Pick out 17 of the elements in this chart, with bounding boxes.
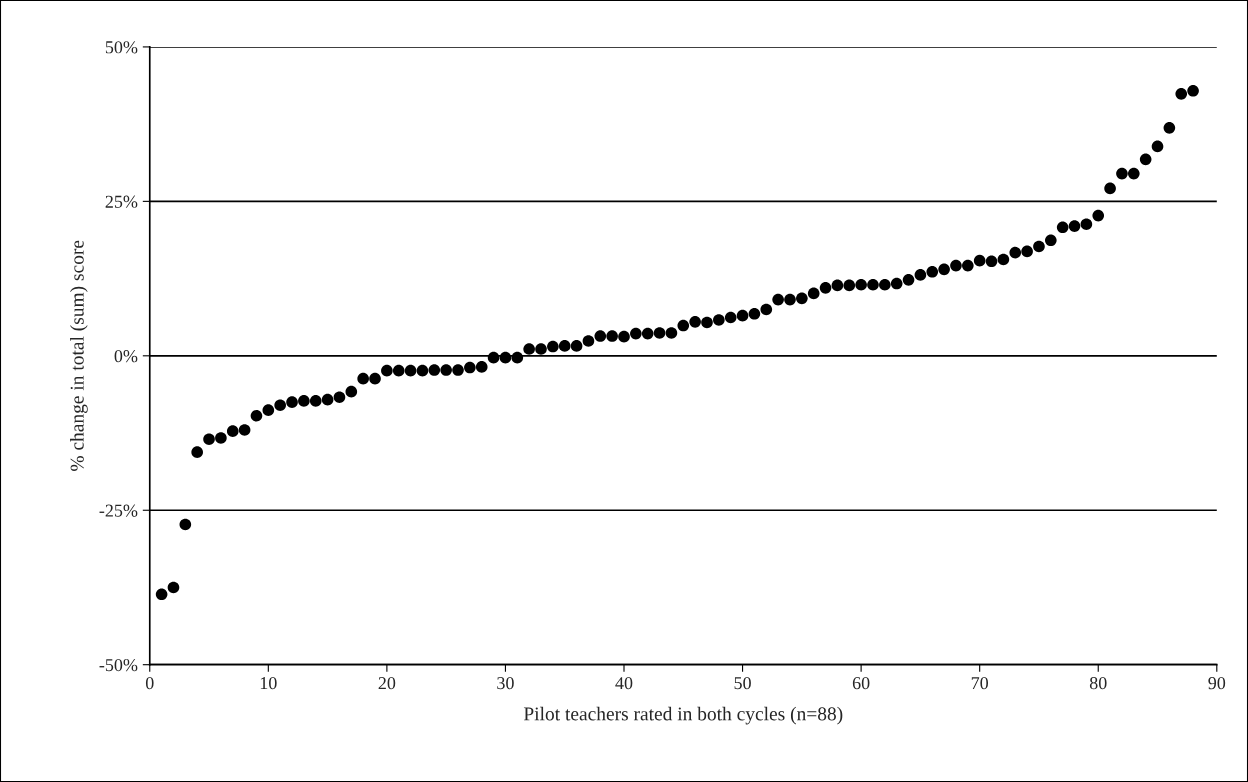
x-tick-label: 20 xyxy=(378,677,396,690)
y-tick-label: -50% xyxy=(99,658,138,672)
x-tick-label: 70 xyxy=(971,677,989,690)
y-tick-label: 50% xyxy=(105,41,138,54)
y-axis-title: % change in total (sum) score xyxy=(70,240,88,471)
x-tick-label: 30 xyxy=(497,677,514,690)
x-tick-label: 90 xyxy=(1208,677,1226,690)
x-axis-title: Pilot teachers rated in both cycles (n=88) xyxy=(523,706,843,725)
x-tick-label: 0 xyxy=(145,677,154,690)
x-tick-label: 10 xyxy=(260,677,277,690)
x-tick-label: 80 xyxy=(1089,677,1107,690)
y-tick-label: 0% xyxy=(114,350,138,363)
x-tick-label: 50 xyxy=(734,677,751,690)
x-tick-label: 40 xyxy=(615,677,633,690)
y-tick-label: -25% xyxy=(99,504,138,517)
y-tick-label: 25% xyxy=(105,195,138,208)
x-tick-label: 60 xyxy=(852,677,870,690)
